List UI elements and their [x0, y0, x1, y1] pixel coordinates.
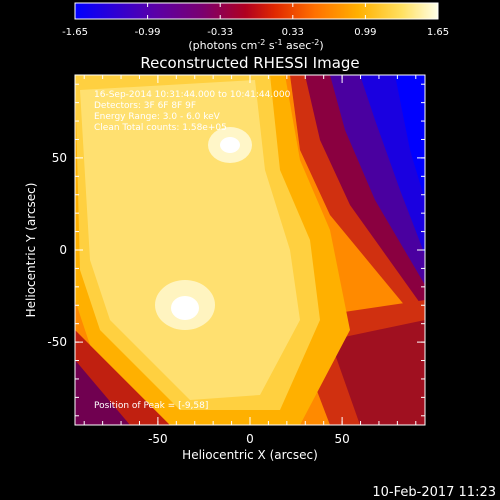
annotation-time-range: 16-Sep-2014 10:31:44.000 to 10:41:44.000	[94, 90, 291, 100]
colorbar-gradient	[74, 2, 439, 20]
annotation-peak-position: Position of Peak = [-9,58]	[94, 401, 208, 411]
y-tick-label: 50	[52, 151, 67, 165]
plot-annotations: 16-Sep-2014 10:31:44.000 to 10:41:44.000…	[94, 90, 291, 411]
x-tick-label: -50	[148, 432, 168, 446]
x-axis-label: Heliocentric X (arcsec)	[182, 448, 318, 462]
annotation-energy-range: Energy Range: 3.0 - 6.0 keV	[94, 112, 221, 122]
x-tick-label: 0	[246, 432, 254, 446]
colorbar-tick-label: -0.33	[207, 27, 233, 38]
x-tick-label: 50	[334, 432, 349, 446]
colorbar-units: (photons cm-2 s-1 asec-2)	[188, 38, 323, 52]
y-tick-label: 0	[59, 243, 67, 257]
axis-ticks: -50 0 50 50 0 -50	[47, 75, 425, 446]
colorbar-tick-label: -1.65	[62, 27, 88, 38]
colorbar-tick-label: 1.65	[427, 27, 449, 38]
colorbar-tick-label: -0.99	[135, 27, 161, 38]
colorbar-tick-label: 0.99	[354, 27, 376, 38]
footer-timestamp: 10-Feb-2017 11:23	[372, 485, 496, 500]
colorbar-ticks: -1.65 -0.99 -0.33 0.33 0.99 1.65	[62, 3, 449, 38]
y-axis-label: Heliocentric Y (arcsec)	[24, 183, 38, 318]
colorbar-tick-label: 0.33	[282, 27, 304, 38]
annotation-counts: Clean Total counts: 1.58e+05	[94, 123, 227, 133]
annotation-detectors: Detectors: 3F 6F 8F 9F	[94, 101, 196, 111]
heatmap-image	[75, 75, 425, 425]
chart-title: Reconstructed RHESSI Image	[140, 54, 359, 72]
colorbar: -1.65 -0.99 -0.33 0.33 0.99 1.65 (photons cm-…	[62, 2, 449, 52]
peak-marker	[183, 308, 188, 313]
y-tick-label: -50	[47, 335, 67, 349]
peak-marker	[231, 141, 236, 146]
